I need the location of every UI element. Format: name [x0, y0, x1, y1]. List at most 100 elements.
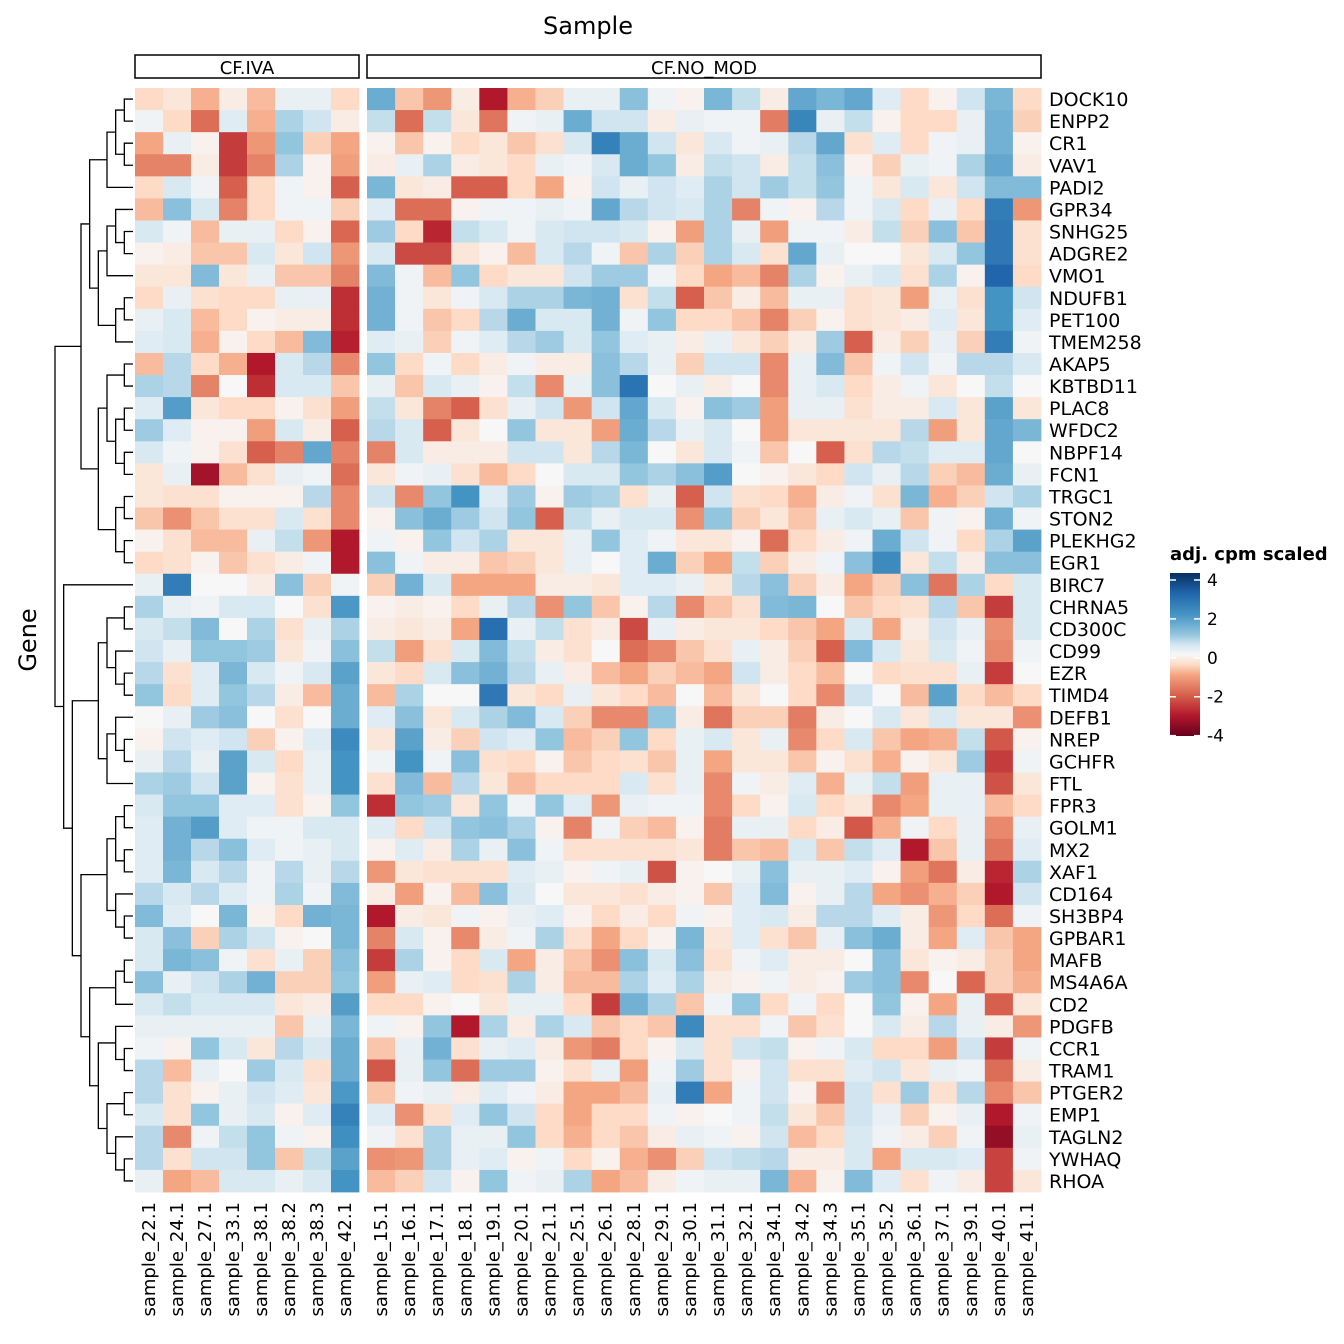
heatmap-cell	[984, 1081, 1014, 1105]
heatmap-cell	[900, 132, 930, 155]
heatmap-cell	[928, 308, 958, 332]
heatmap-cell	[331, 816, 360, 840]
heatmap-cell	[591, 728, 621, 751]
heatmap-cell	[395, 772, 424, 795]
heatmap-cell	[928, 286, 958, 310]
legend-tick-label: 2	[1207, 610, 1218, 630]
heatmap-cell	[872, 551, 901, 575]
heatmap-cell	[844, 330, 873, 354]
heatmap-cell	[984, 352, 1014, 376]
heatmap-cell	[732, 110, 761, 133]
heatmap-cell	[395, 176, 424, 199]
heatmap-cell	[844, 110, 873, 133]
heatmap-cell	[563, 308, 593, 332]
gene-tick-label: BIRC7	[1049, 575, 1105, 597]
heatmap-cell	[219, 882, 248, 906]
heatmap-cell	[900, 617, 930, 641]
gene-tick-label: NBPF14	[1049, 442, 1123, 464]
heatmap-cell	[732, 617, 761, 641]
heatmap-cell	[647, 860, 677, 884]
heatmap-cell	[732, 286, 761, 310]
heatmap-cell	[844, 640, 873, 663]
heatmap-cell	[872, 286, 901, 310]
heatmap-cell	[760, 529, 789, 553]
gene-tick-label: PDGFB	[1049, 1016, 1114, 1038]
heatmap-cell	[647, 1037, 677, 1060]
heatmap-cell	[704, 595, 733, 619]
heatmap-cell	[788, 860, 817, 884]
heatmap-cell	[760, 1015, 789, 1038]
heatmap-cell	[816, 176, 845, 199]
heatmap-cell	[1012, 463, 1042, 486]
heatmap-cell	[591, 419, 621, 442]
heatmap-cell	[928, 927, 958, 950]
heatmap-cell	[163, 949, 192, 972]
heatmap-cell	[135, 507, 164, 530]
heatmap-cell	[816, 728, 845, 751]
heatmap-cell	[732, 573, 761, 597]
heatmap-cell	[928, 529, 958, 553]
heatmap-cell	[984, 838, 1014, 862]
heatmap-cell	[647, 949, 677, 972]
heatmap-cell	[395, 485, 424, 508]
heatmap-cell	[507, 816, 536, 840]
heatmap-cell	[479, 1103, 508, 1127]
heatmap-cell	[191, 838, 220, 862]
heatmap-cell	[619, 1015, 649, 1038]
heatmap-cell	[844, 816, 873, 840]
heatmap-cell	[423, 662, 452, 685]
heatmap-cell	[984, 110, 1014, 133]
heatmap-cell	[191, 463, 220, 486]
gene-tick-label: EGR1	[1049, 553, 1101, 575]
heatmap-cell	[423, 816, 452, 840]
heatmap-cell	[647, 529, 677, 553]
heatmap-cell	[219, 1103, 248, 1127]
heatmap-cell	[816, 375, 845, 398]
heatmap-cell	[479, 971, 508, 994]
heatmap-cell	[367, 132, 396, 155]
heatmap-cell	[984, 529, 1014, 553]
heatmap-cell	[984, 684, 1014, 707]
heatmap-cell	[367, 88, 396, 111]
sample-tick-label: sample_34.3	[820, 1202, 841, 1317]
heatmap-cell	[760, 485, 789, 508]
heatmap-cell	[451, 441, 480, 464]
heatmap-cell	[675, 1015, 705, 1038]
heatmap-cell	[760, 110, 789, 133]
gene-tick-label: KBTBD11	[1049, 376, 1138, 398]
heatmap-cell	[984, 772, 1014, 795]
heatmap-cell	[816, 904, 845, 928]
heatmap-cell	[984, 397, 1014, 420]
heatmap-cell	[247, 441, 276, 464]
heatmap-cell	[247, 573, 276, 597]
heatmap-cell	[956, 706, 986, 729]
heatmap-cell	[507, 132, 536, 155]
heatmap-cell	[675, 264, 705, 288]
heatmap-cell	[984, 132, 1014, 155]
heatmap-cell	[247, 904, 276, 928]
heatmap-cell	[395, 1103, 424, 1127]
heatmap-cell	[331, 728, 360, 751]
heatmap-cell	[619, 838, 649, 862]
heatmap-cell	[704, 1059, 733, 1082]
heatmap-cell	[479, 662, 508, 685]
heatmap-cell	[395, 286, 424, 310]
heatmap-cell	[647, 1103, 677, 1127]
heatmap-cell	[788, 485, 817, 508]
heatmap-cell	[395, 1081, 424, 1105]
heatmap-cell	[191, 1147, 220, 1171]
heatmap-cell	[1012, 706, 1042, 729]
heatmap-cell	[675, 882, 705, 906]
heatmap-cell	[816, 110, 845, 133]
row-dendrogram	[54, 98, 133, 1182]
heatmap-cell	[732, 838, 761, 862]
heatmap-cell	[675, 706, 705, 729]
gene-tick-label: DEFB1	[1049, 707, 1112, 729]
heatmap-cell	[647, 132, 677, 155]
heatmap-cell	[872, 1081, 901, 1105]
gene-tick-label: TAGLN2	[1048, 1127, 1123, 1149]
heatmap-cell	[788, 463, 817, 486]
heatmap-cell	[563, 286, 593, 310]
heatmap-cell	[984, 551, 1014, 575]
heatmap-cell	[591, 308, 621, 332]
